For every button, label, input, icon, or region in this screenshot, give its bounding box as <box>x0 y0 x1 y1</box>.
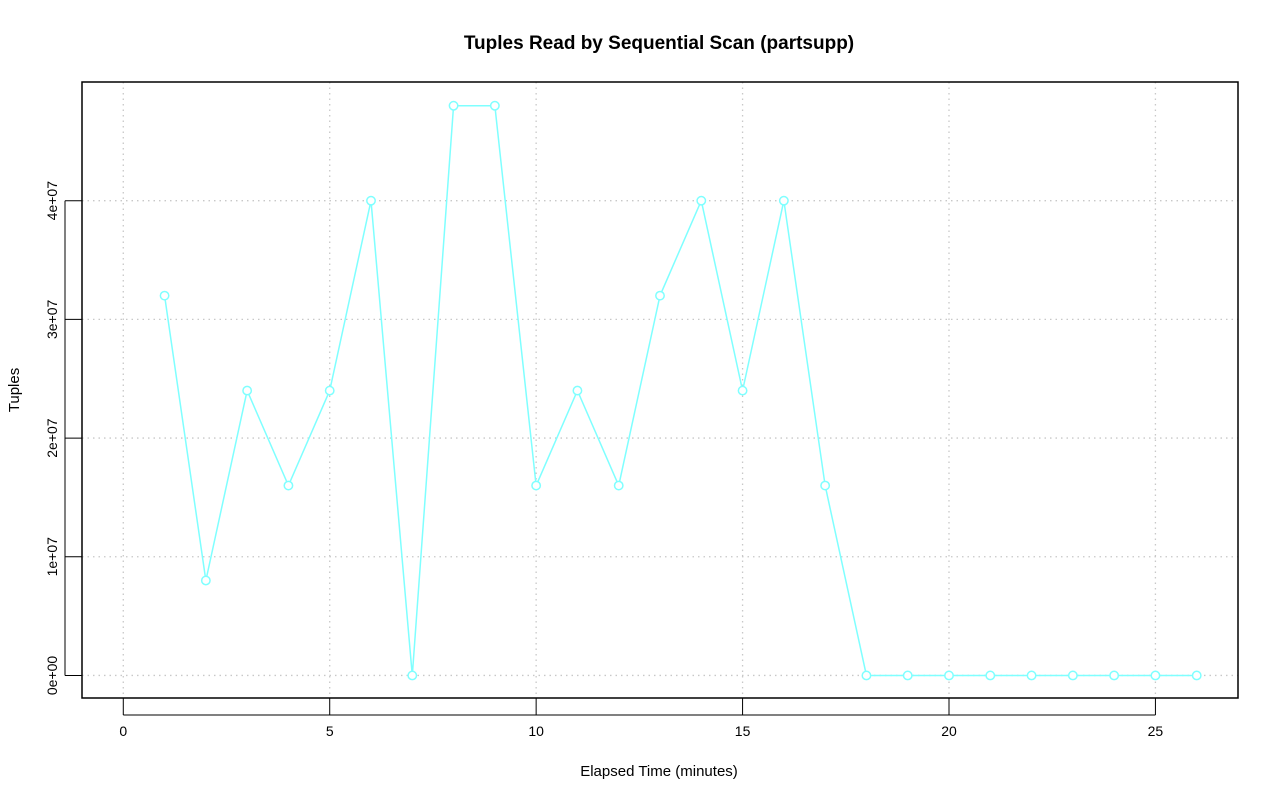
data-point-0-20 <box>985 670 996 681</box>
data-point-0-22 <box>1067 670 1078 681</box>
data-point-0-16 <box>820 480 831 491</box>
y-axis-label: Tuples <box>6 368 23 412</box>
data-point-0-10 <box>572 385 583 396</box>
y-tick-label-3: 3e+07 <box>44 300 60 340</box>
series <box>159 100 1202 681</box>
x-tick-label-1: 5 <box>326 723 334 739</box>
data-point-0-5 <box>366 195 376 206</box>
data-point-0-23 <box>1109 670 1120 681</box>
y-tick-label-0: 0e+00 <box>44 656 60 696</box>
data-point-0-9 <box>531 480 542 491</box>
x-axis-label: Elapsed Time (minutes) <box>580 763 738 780</box>
x-tick-label-0: 0 <box>119 723 127 739</box>
x-tick-label-4: 20 <box>941 723 957 739</box>
series-line-0 <box>163 104 1197 677</box>
y-tick-label-4: 4e+07 <box>44 181 60 221</box>
y-tick-label-2: 2e+07 <box>44 418 60 458</box>
data-point-0-18 <box>902 670 913 681</box>
data-point-0-2 <box>242 385 253 396</box>
data-point-0-25 <box>1191 670 1202 681</box>
y-tick-label-1: 1e+07 <box>44 537 60 577</box>
data-point-0-14 <box>737 385 748 396</box>
grid <box>82 82 1238 698</box>
data-point-0-19 <box>944 670 954 681</box>
y-axis: 0e+00 1e+07 2e+07 3e+07 4e+07 <box>44 181 82 695</box>
data-point-0-24 <box>1150 670 1161 681</box>
plot-frame <box>81 81 1239 699</box>
data-point-0-17 <box>861 670 872 681</box>
x-tick-label-2: 10 <box>528 723 544 739</box>
x-tick-label-3: 15 <box>735 723 751 739</box>
data-point-0-13 <box>696 195 707 206</box>
x-tick-label-5: 25 <box>1148 723 1164 739</box>
data-point-0-4 <box>324 385 335 396</box>
data-point-0-3 <box>283 480 294 491</box>
data-point-0-7 <box>448 100 459 111</box>
chart-title: Tuples Read by Sequential Scan (partsupp… <box>464 33 854 54</box>
data-point-0-15 <box>778 195 789 206</box>
data-point-0-11 <box>613 480 624 491</box>
data-point-0-8 <box>489 100 500 111</box>
data-point-0-1 <box>200 575 211 586</box>
data-point-0-0 <box>159 290 170 301</box>
data-point-0-21 <box>1026 670 1037 681</box>
x-axis: 0 5 10 15 20 25 <box>119 698 1163 739</box>
data-point-0-6 <box>407 670 418 681</box>
data-point-0-12 <box>655 290 665 301</box>
